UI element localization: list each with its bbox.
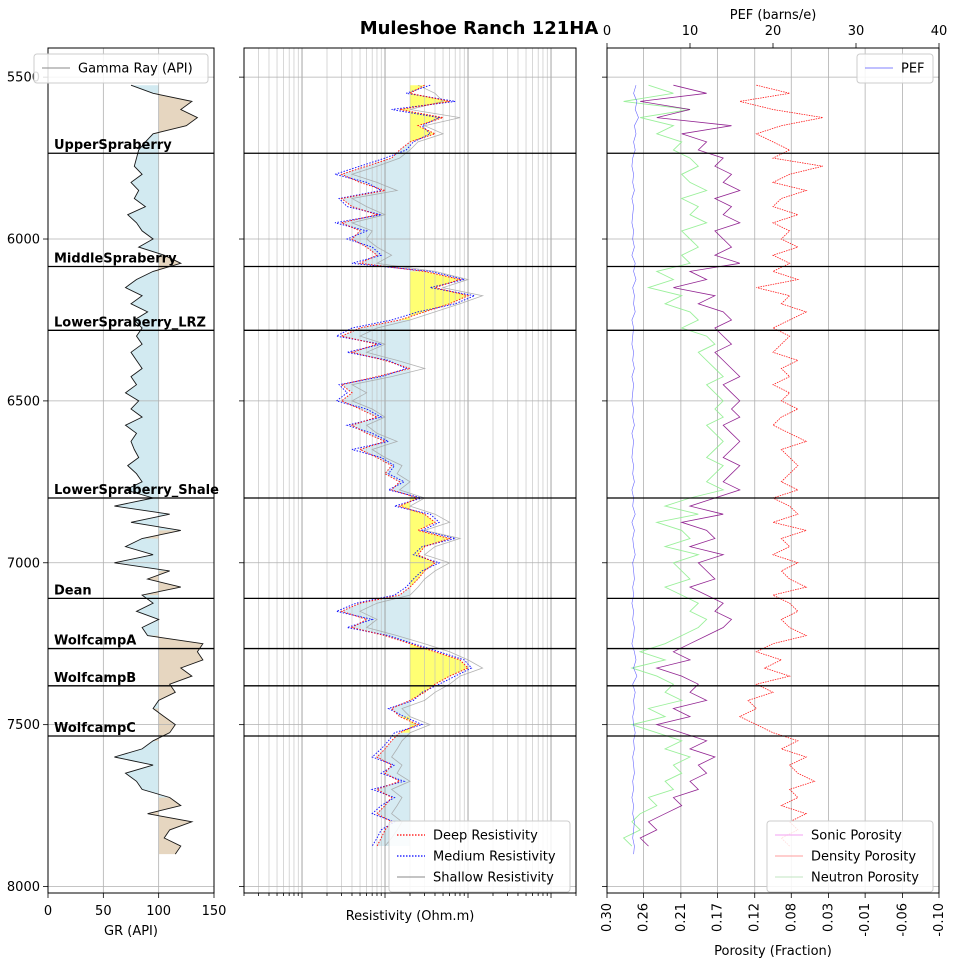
gamma-sand-fill	[114, 85, 181, 798]
formation-label-middlespraberry: MiddleSpraberry	[54, 252, 177, 267]
sonic-porosity-curve	[639, 84, 741, 847]
porosity-tick-label: 0.12	[748, 903, 763, 932]
resistivity-frame	[243, 47, 577, 894]
legend-label-pef: PEF	[901, 62, 925, 77]
formation-label-upperspraberry: UpperSpraberry	[54, 138, 172, 153]
porosity-tick-label: 0.30	[600, 903, 615, 932]
pef-curve	[631, 85, 639, 855]
formation-label-lowerspraberry-lrz: LowerSpraberry_LRZ	[54, 315, 206, 330]
depth-tick-label: 6000	[7, 233, 40, 248]
legend-label-medium-resistivity: Medium Resistivity	[433, 850, 556, 865]
gamma-tick-label: 0	[44, 904, 52, 919]
resistivity-legend-box	[388, 820, 571, 893]
gamma-frame	[47, 47, 215, 894]
gamma-ray-curve	[114, 84, 204, 855]
porosity-tick-label: 0.08	[784, 903, 799, 932]
density-porosity-curve	[738, 84, 823, 847]
porosity-x-label: Porosity (Fraction)	[714, 944, 832, 958]
resistivity-x-label: Resistivity (Ohm.m)	[346, 909, 475, 924]
legend-label-deep-resistivity: Deep Resistivity	[433, 829, 538, 844]
porosity-legend: Sonic Porosity Density Porosity Neutron Po…	[766, 820, 934, 893]
formation-label-dean: Dean	[54, 583, 92, 598]
deep-resistivity-curve	[340, 84, 470, 847]
depth-tick-label: 7000	[7, 556, 40, 571]
porosity-legend-box	[766, 820, 934, 893]
pef-x-label: PEF (barns/e)	[730, 8, 817, 23]
porosity-tick-label: -0.01	[858, 903, 873, 937]
pef-tick-label: 40	[931, 24, 948, 39]
porosity-tick-label: 0.21	[674, 903, 689, 932]
depth-tick-label: 5500	[7, 71, 40, 86]
shallow-resistivity-curve	[350, 84, 485, 847]
legend-label-density-porosity: Density Porosity	[811, 850, 916, 865]
gamma-tick-label: 100	[146, 904, 171, 919]
porosity-track	[607, 48, 939, 893]
depth-tick-label: 6500	[7, 394, 40, 409]
pef-legend-box	[856, 53, 934, 84]
formation-label-wolfcampb: WolfcampB	[54, 671, 136, 686]
formation-label-wolfcampa: WolfcampA	[54, 634, 136, 649]
formation-label-lowerspraberry-shale: LowerSpraberry_Shale	[54, 483, 219, 498]
legend-label-neutron-porosity: Neutron Porosity	[811, 871, 919, 886]
resistivity-high-fill	[399, 85, 469, 733]
porosity-frame	[606, 47, 940, 894]
depth-tick-label: 7500	[7, 718, 40, 733]
medium-resistivity-curve	[333, 84, 477, 847]
neutron-porosity-curve	[622, 84, 725, 847]
gamma-x-label: GR (API)	[104, 924, 158, 939]
gamma-legend-box	[33, 53, 209, 84]
gamma-legend: Gamma Ray (API)	[33, 53, 209, 84]
pef-tick-label: 20	[765, 24, 782, 39]
legend-label-shallow-resistivity: Shallow Resistivity	[433, 871, 554, 886]
porosity-tick-label: 0.17	[710, 903, 725, 932]
formation-label-wolfcampc: WolfcampC	[54, 721, 136, 736]
porosity-tick-label: -0.10	[932, 903, 947, 937]
legend-label-gamma-ray-api: Gamma Ray (API)	[78, 62, 193, 77]
gamma-shale-fill	[142, 93, 203, 855]
porosity-tick-label: 0.03	[822, 903, 837, 932]
chart-title: Muleshoe Ranch 121HA	[360, 18, 599, 39]
pef-tick-label: 30	[848, 24, 865, 39]
gamma-tick-label: 150	[202, 904, 227, 919]
resistivity-low-fill	[341, 141, 425, 847]
gamma-track	[48, 48, 214, 893]
pef-legend: PEF	[856, 53, 934, 84]
porosity-tick-label: -0.06	[895, 903, 910, 937]
legend-label-sonic-porosity: Sonic Porosity	[811, 829, 902, 844]
porosity-tick-label: 0.26	[637, 903, 652, 932]
pef-tick-label: 10	[682, 24, 699, 39]
depth-tick-label: 8000	[7, 880, 40, 895]
resistivity-legend: Deep Resistivity Medium Resistivity Shallo…	[388, 820, 571, 893]
resistivity-track	[244, 48, 576, 893]
pef-tick-label: 0	[603, 24, 611, 39]
gamma-tick-label: 50	[95, 904, 112, 919]
